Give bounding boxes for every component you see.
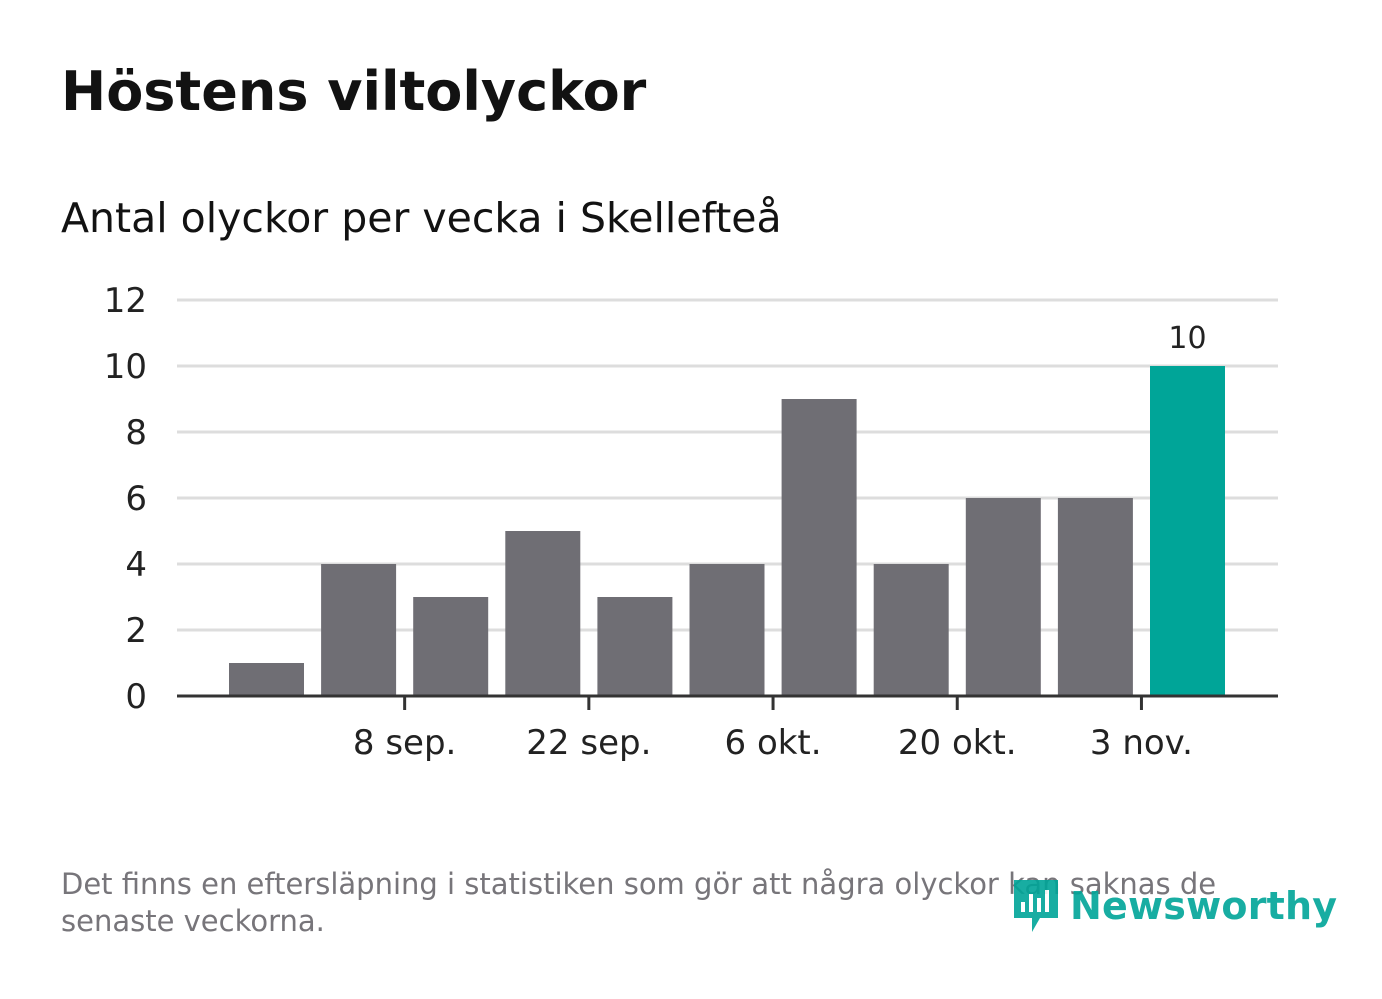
y-tick-label: 4 bbox=[125, 545, 147, 585]
bar-highlighted bbox=[1150, 366, 1225, 696]
newsworthy-logo-icon bbox=[1014, 880, 1058, 932]
y-tick-label: 8 bbox=[125, 413, 147, 453]
y-tick-label: 0 bbox=[125, 677, 147, 717]
bar bbox=[229, 663, 304, 696]
bar bbox=[689, 564, 765, 696]
x-axis-tick-labels: 8 sep. 22 sep. 6 okt. 20 okt. 3 nov. bbox=[353, 723, 1193, 763]
bar bbox=[413, 597, 489, 696]
bar bbox=[965, 498, 1041, 696]
chart-subtitle: Antal olyckor per vecka i Skellefteå bbox=[61, 194, 782, 242]
x-axis bbox=[177, 694, 1278, 710]
newsworthy-logo: Newsworthy bbox=[1010, 876, 1337, 936]
bar bbox=[597, 597, 673, 696]
bar bbox=[1057, 498, 1133, 696]
bars bbox=[229, 366, 1225, 696]
data-labels: 10 bbox=[1168, 321, 1206, 356]
y-tick-label: 6 bbox=[125, 479, 147, 519]
x-tick-label: 6 okt. bbox=[725, 723, 822, 763]
y-tick-label: 10 bbox=[104, 347, 147, 387]
bar bbox=[873, 564, 949, 696]
x-tick-label: 20 okt. bbox=[898, 723, 1017, 763]
x-tick-label: 8 sep. bbox=[353, 723, 456, 763]
x-tick-label: 3 nov. bbox=[1090, 723, 1193, 763]
x-tick-label: 22 sep. bbox=[526, 723, 651, 763]
bar bbox=[781, 399, 857, 696]
y-tick-label: 12 bbox=[104, 281, 147, 321]
bar bbox=[321, 564, 397, 696]
chart-title: Höstens viltolyckor bbox=[61, 60, 647, 123]
y-axis-tick-labels: 0 2 4 6 8 10 12 bbox=[104, 281, 147, 717]
bar bbox=[505, 531, 581, 696]
data-label: 10 bbox=[1168, 321, 1206, 356]
newsworthy-logo-text: Newsworthy bbox=[1070, 884, 1338, 928]
y-tick-label: 2 bbox=[125, 611, 147, 651]
